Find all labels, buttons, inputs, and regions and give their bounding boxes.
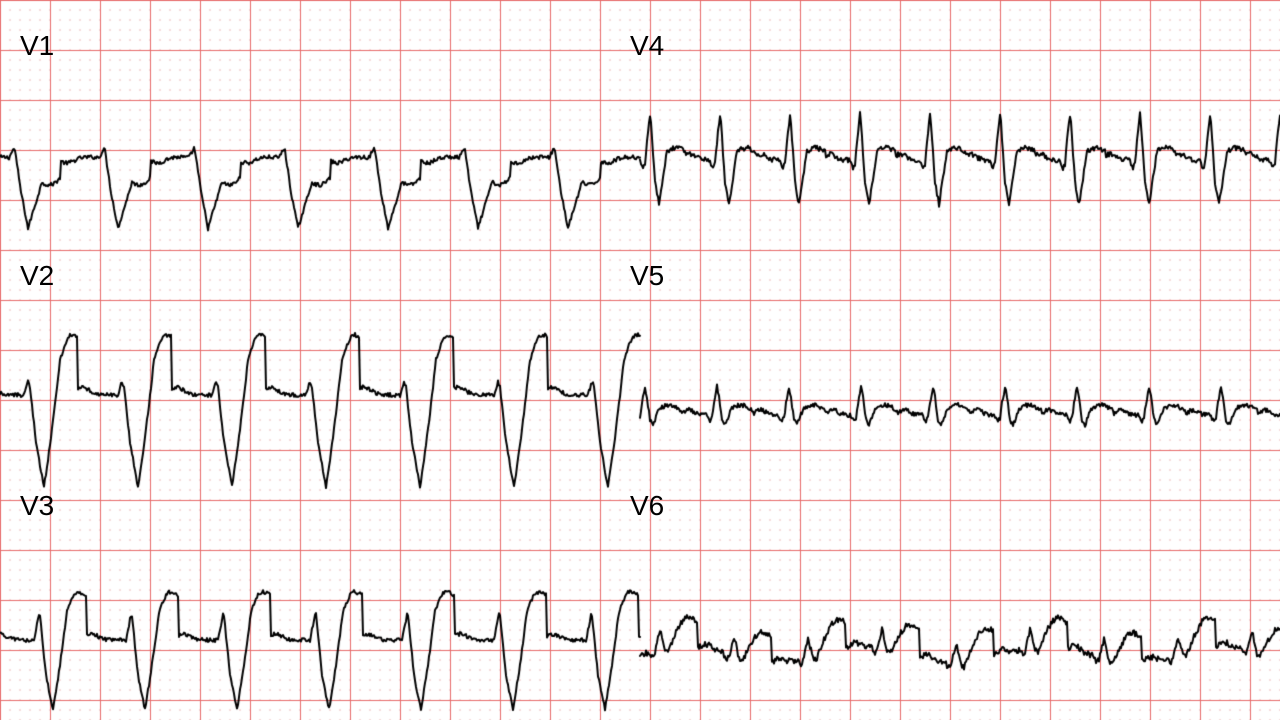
lead-label-v1: V1 bbox=[20, 30, 54, 62]
lead-label-v2: V2 bbox=[20, 260, 54, 292]
lead-label-v6: V6 bbox=[630, 490, 664, 522]
lead-label-v3: V3 bbox=[20, 490, 54, 522]
ecg-strip: V1 V4 V2 V5 V3 V6 bbox=[0, 0, 1280, 720]
lead-label-v4: V4 bbox=[630, 30, 664, 62]
lead-label-v5: V5 bbox=[630, 260, 664, 292]
ecg-traces bbox=[0, 0, 1280, 720]
